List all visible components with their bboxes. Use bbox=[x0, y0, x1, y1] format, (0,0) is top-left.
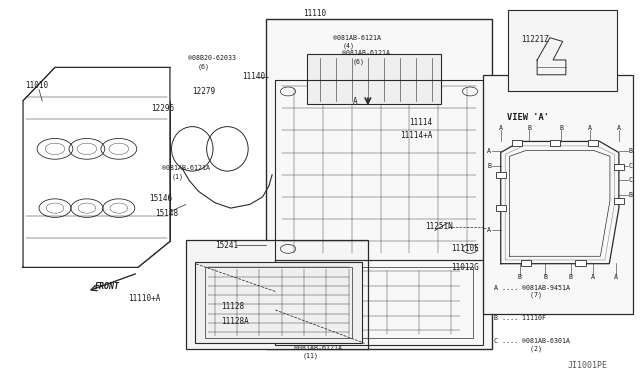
Bar bbox=[195, 262, 362, 343]
Bar bbox=[521, 260, 531, 266]
Text: C .... ®081AB-6301A
         (2): C .... ®081AB-6301A (2) bbox=[494, 338, 570, 352]
Text: ®081AB-6121A: ®081AB-6121A bbox=[342, 50, 390, 56]
Text: A: A bbox=[353, 97, 357, 106]
Text: B: B bbox=[569, 274, 573, 280]
Text: 15146: 15146 bbox=[149, 194, 172, 203]
Text: 11012G: 11012G bbox=[451, 263, 479, 272]
Text: ®081AB-6121A: ®081AB-6121A bbox=[294, 345, 342, 351]
Bar bbox=[186, 240, 368, 349]
Text: B: B bbox=[628, 192, 632, 198]
Text: 15148: 15148 bbox=[156, 209, 179, 218]
Text: C: C bbox=[628, 177, 632, 183]
Bar bbox=[205, 267, 352, 338]
Bar bbox=[495, 205, 506, 211]
Bar bbox=[285, 267, 473, 338]
Bar bbox=[588, 140, 598, 146]
Text: (6): (6) bbox=[198, 63, 210, 70]
Text: 11251N: 11251N bbox=[426, 222, 453, 231]
Bar bbox=[614, 198, 624, 204]
Bar bbox=[508, 10, 617, 92]
Text: B: B bbox=[487, 163, 491, 169]
Text: JI1001PE: JI1001PE bbox=[568, 361, 607, 370]
Text: 11128: 11128 bbox=[221, 302, 244, 311]
Text: 11114: 11114 bbox=[410, 118, 433, 128]
Text: B: B bbox=[628, 148, 632, 154]
Text: 11140: 11140 bbox=[242, 72, 265, 81]
Text: B: B bbox=[527, 125, 531, 131]
Text: 11221Z: 11221Z bbox=[521, 35, 549, 44]
Text: B: B bbox=[543, 274, 547, 280]
Text: 11110: 11110 bbox=[303, 9, 326, 18]
Text: C: C bbox=[628, 163, 632, 169]
Bar bbox=[575, 260, 586, 266]
Text: B: B bbox=[518, 274, 522, 280]
Text: FRONT: FRONT bbox=[95, 282, 120, 291]
Text: 11110E: 11110E bbox=[451, 244, 479, 253]
Text: A: A bbox=[588, 125, 592, 131]
Text: (1): (1) bbox=[172, 173, 184, 180]
Text: ®08B20-62033: ®08B20-62033 bbox=[188, 55, 236, 61]
Text: (6): (6) bbox=[352, 58, 364, 65]
Text: VIEW 'A': VIEW 'A' bbox=[507, 113, 549, 122]
Text: 11128A: 11128A bbox=[221, 317, 249, 326]
Text: 15241: 15241 bbox=[214, 241, 237, 250]
Text: A: A bbox=[591, 274, 595, 280]
Text: ®081AB-6121A: ®081AB-6121A bbox=[162, 165, 210, 171]
Bar bbox=[495, 172, 506, 178]
Text: A: A bbox=[617, 125, 621, 131]
Text: A .... ®081AB-9451A
         (7): A .... ®081AB-9451A (7) bbox=[494, 285, 570, 298]
Bar bbox=[614, 164, 624, 170]
Bar bbox=[307, 54, 442, 105]
Text: B .... 11110F: B .... 11110F bbox=[494, 315, 547, 321]
Text: A: A bbox=[487, 148, 491, 154]
Text: A: A bbox=[487, 227, 491, 233]
Text: 11110+A: 11110+A bbox=[129, 294, 161, 304]
Text: 11010: 11010 bbox=[25, 81, 48, 90]
Bar bbox=[550, 140, 560, 146]
Text: 11114+A: 11114+A bbox=[400, 131, 432, 140]
Bar bbox=[275, 260, 483, 345]
Text: A: A bbox=[614, 274, 618, 280]
Bar bbox=[511, 140, 522, 146]
Text: (11): (11) bbox=[303, 353, 319, 359]
Text: 12279: 12279 bbox=[192, 87, 216, 96]
Text: 12296: 12296 bbox=[151, 104, 174, 113]
Bar bbox=[483, 75, 633, 314]
Text: ®081AB-6121A: ®081AB-6121A bbox=[333, 35, 381, 41]
Bar bbox=[266, 19, 492, 349]
Text: (4): (4) bbox=[343, 43, 355, 49]
Text: A: A bbox=[499, 125, 503, 131]
Text: B: B bbox=[559, 125, 563, 131]
